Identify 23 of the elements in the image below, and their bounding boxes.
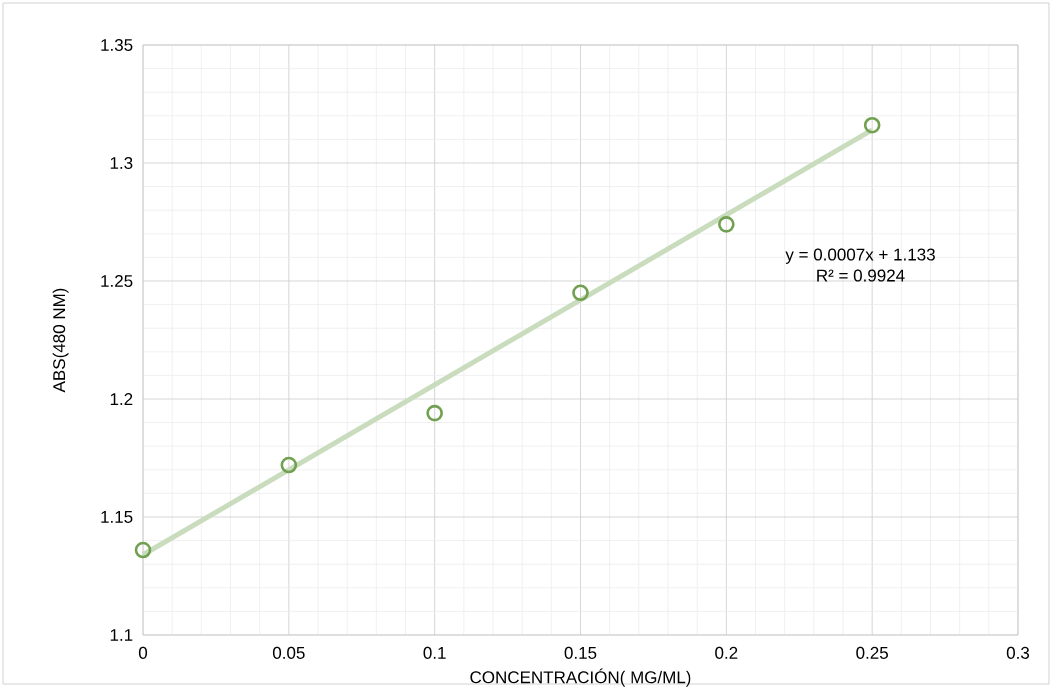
point <box>426 404 443 422</box>
x-tick-label: 0.25 <box>856 646 888 659</box>
point <box>863 116 881 134</box>
point <box>572 284 589 302</box>
y-tick-label: 1.1 <box>110 629 133 641</box>
x-tick-label: 0.15 <box>564 646 597 659</box>
point <box>134 541 152 559</box>
y-tick-label: 1.2 <box>110 393 133 405</box>
x-axis-title: CONCENTRACIÓN( MG/ML) <box>470 668 691 687</box>
point <box>718 216 735 233</box>
x-tick-label: 0.1 <box>423 646 446 659</box>
x-tick-label: 0.2 <box>715 646 738 659</box>
x-tick-label: 0.3 <box>1006 646 1030 659</box>
y-axis-title: ABS(480 NM) <box>52 288 69 393</box>
point <box>280 456 298 474</box>
x-tick-label: 0.05 <box>272 646 305 659</box>
annotation: R² = 0.9924 <box>817 269 905 282</box>
y-tick-label: 1.35 <box>101 38 133 52</box>
annotation: y = 0.0007x + 1.133 <box>785 248 935 264</box>
y-tick-label: 1.15 <box>101 511 133 523</box>
y-tick-label: 1.3 <box>110 156 133 170</box>
y-tick-label: 1.25 <box>101 274 133 288</box>
x-tick-label: 0 <box>138 646 148 659</box>
